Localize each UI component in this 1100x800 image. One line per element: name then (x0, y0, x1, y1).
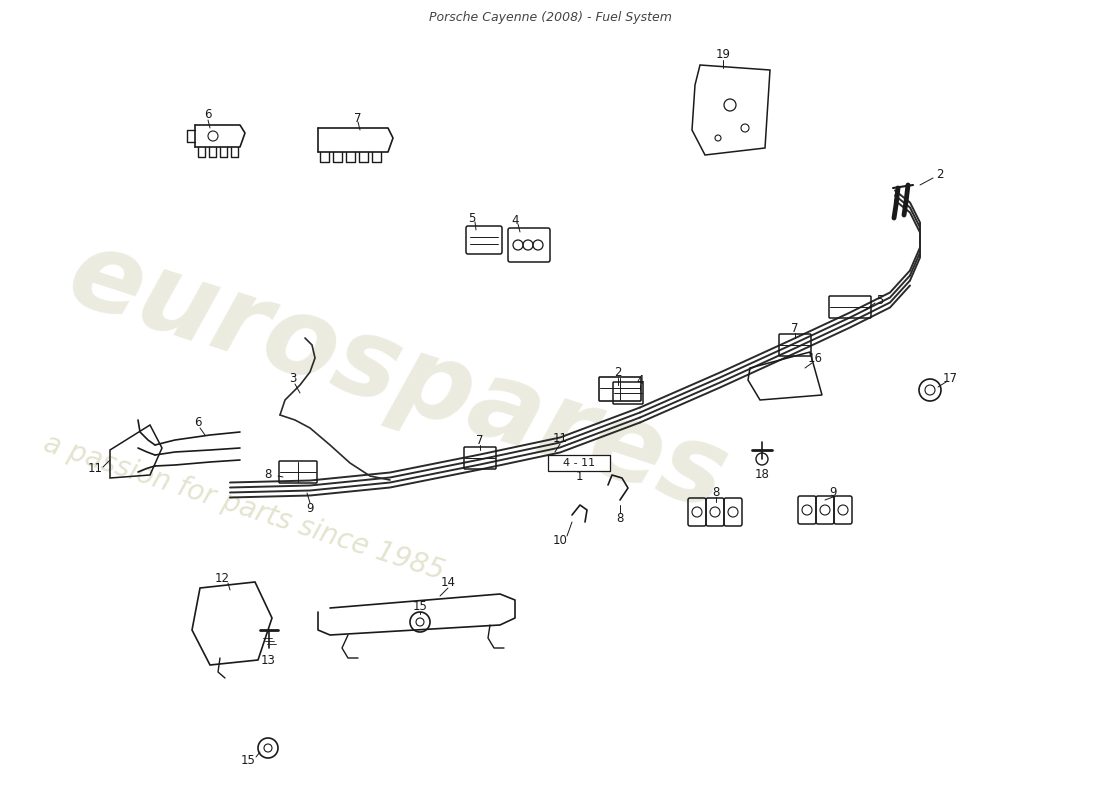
Text: 17: 17 (943, 371, 957, 385)
Text: 7: 7 (354, 111, 362, 125)
Text: 4: 4 (636, 374, 644, 386)
Text: 11: 11 (552, 431, 568, 445)
Text: eurospares: eurospares (55, 220, 739, 533)
Text: Porsche Cayenne (2008) - Fuel System: Porsche Cayenne (2008) - Fuel System (429, 11, 671, 25)
Text: 11: 11 (88, 462, 102, 474)
Text: 5: 5 (469, 211, 475, 225)
FancyBboxPatch shape (548, 455, 610, 471)
Text: 8: 8 (713, 486, 719, 499)
Text: 19: 19 (715, 49, 730, 62)
Text: 14: 14 (440, 577, 455, 590)
Text: 1: 1 (575, 470, 583, 483)
Text: 18: 18 (755, 469, 769, 482)
Text: 2: 2 (936, 169, 944, 182)
Text: 7: 7 (476, 434, 484, 446)
Text: 6: 6 (195, 415, 201, 429)
Text: 8: 8 (264, 469, 272, 482)
Text: 13: 13 (261, 654, 275, 666)
Text: 8: 8 (616, 511, 624, 525)
Text: 9: 9 (829, 486, 837, 498)
Text: 7: 7 (791, 322, 799, 334)
Text: 2: 2 (614, 366, 622, 379)
Text: 15: 15 (241, 754, 255, 766)
Text: 10: 10 (552, 534, 568, 546)
Text: 15: 15 (412, 601, 428, 614)
Text: 12: 12 (214, 571, 230, 585)
Text: 9: 9 (306, 502, 313, 514)
Text: 4 - 11: 4 - 11 (563, 458, 595, 468)
Text: a passion for parts since 1985: a passion for parts since 1985 (40, 430, 448, 586)
Text: 3: 3 (289, 371, 297, 385)
Text: 5: 5 (877, 294, 883, 306)
Text: 6: 6 (205, 109, 211, 122)
Text: 4: 4 (512, 214, 519, 226)
Text: 16: 16 (807, 351, 823, 365)
